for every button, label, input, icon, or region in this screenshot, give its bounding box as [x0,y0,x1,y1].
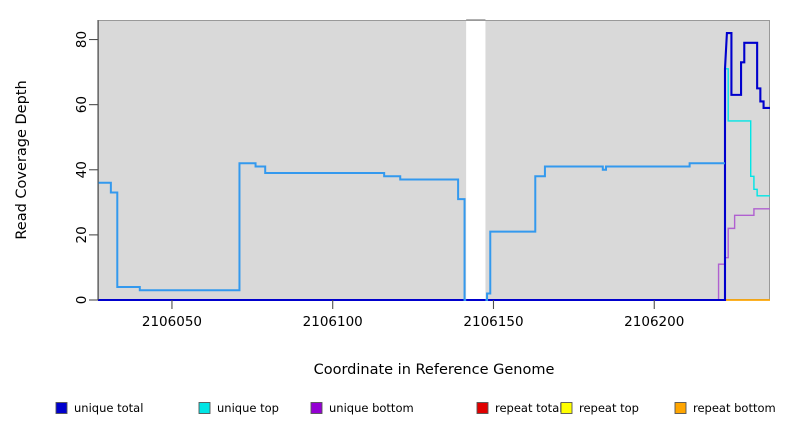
legend-label: repeat total [495,401,562,415]
legend-label: unique total [74,401,143,415]
y-tick-label: 40 [74,161,90,178]
series-group [98,31,770,302]
series-line-unique-total [98,31,770,302]
legend-swatch [198,402,211,414]
legend-label: unique top [217,401,279,415]
no-data-band [466,20,486,300]
y-tick-label: 20 [74,226,90,243]
x-tick-label: 2106050 [142,314,202,330]
y-axis-title: Read Coverage Depth [14,80,30,239]
legend-swatch [55,402,68,414]
y-tick-label: 60 [74,96,90,113]
legend-swatch [560,402,573,414]
x-axis: 2106050 2106100 2106150 2106200 [142,300,684,330]
legend-swatch [310,402,323,414]
legend-label: repeat top [579,401,639,415]
x-tick-label: 2106200 [624,314,684,330]
legend-swatch [674,402,687,414]
series-line-coverage-left-segment [98,162,467,301]
series-line-coverage-right-segment [485,162,725,301]
legend-label: unique bottom [329,401,414,415]
series-line-unique-bottom [98,208,770,301]
y-tick-label: 0 [74,296,90,305]
y-tick-label: 80 [74,31,90,48]
x-axis-title: Coordinate in Reference Genome [314,362,555,378]
plot-background [98,20,770,300]
y-axis: 0 20 40 60 80 [74,20,99,305]
x-tick-label: 2106100 [303,314,363,330]
legend-label: repeat bottom [693,401,776,415]
legend: unique total unique top unique bottom repea… [55,401,776,415]
legend-swatch [476,402,489,414]
x-tick-label: 2106150 [463,314,523,330]
